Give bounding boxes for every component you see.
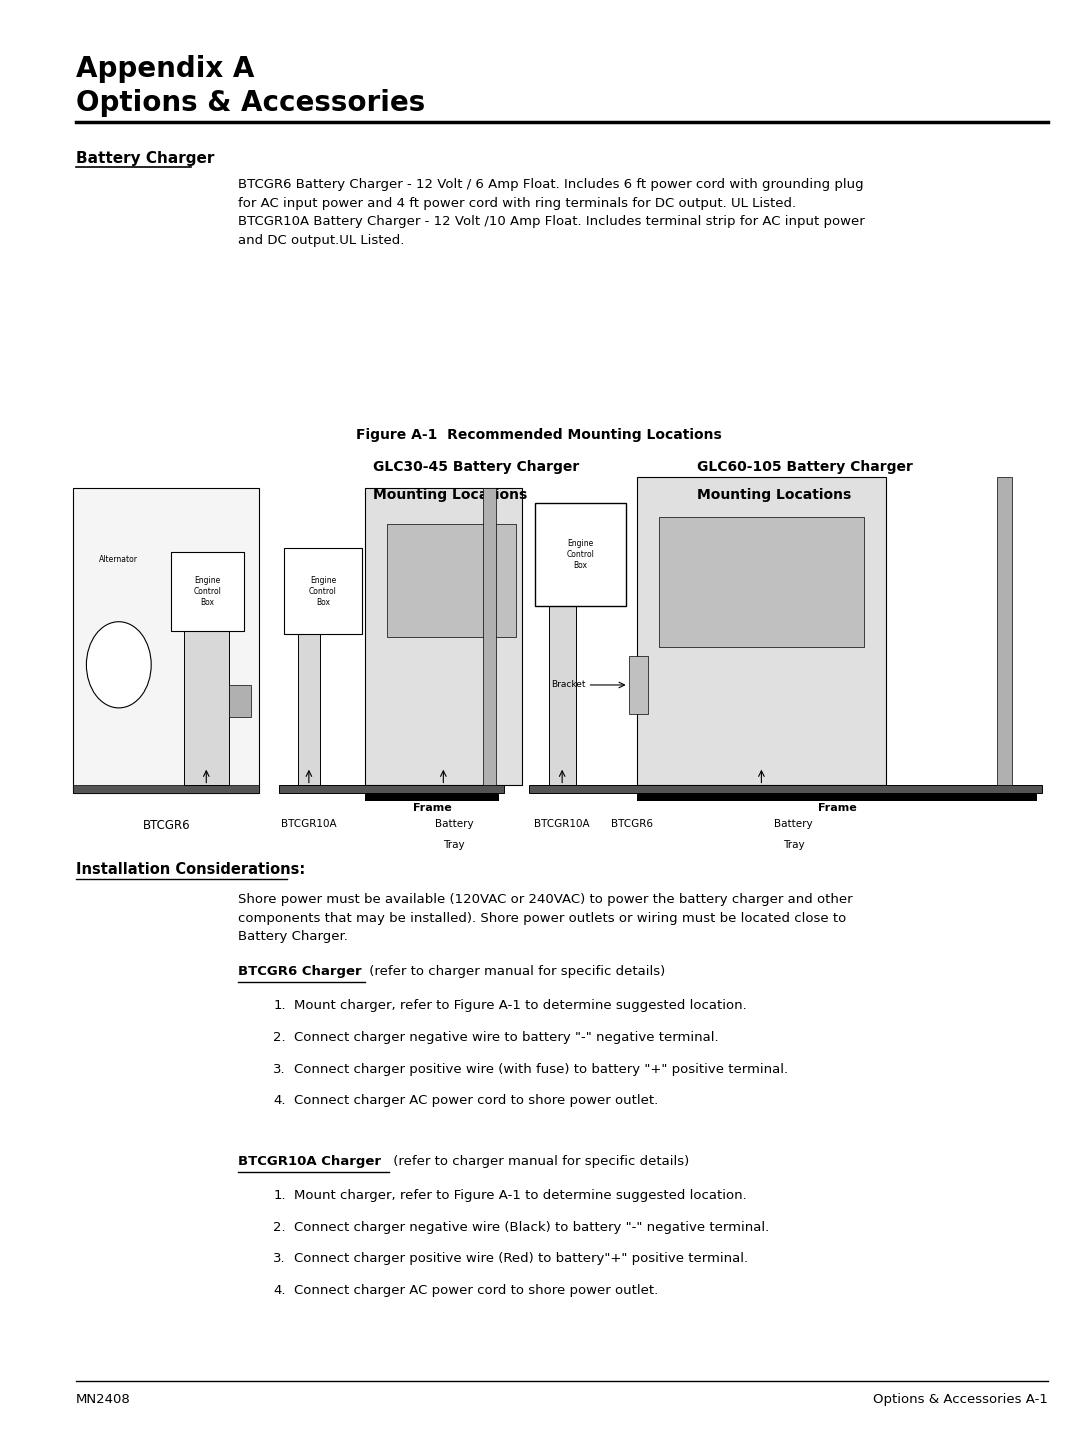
Bar [73,785,259,793]
Bar [387,524,516,638]
Text: Options & Accessories A-1: Options & Accessories A-1 [873,1393,1048,1406]
Bar [659,517,864,646]
Text: 1.: 1. [273,1189,286,1202]
Text: (refer to charger manual for specific details): (refer to charger manual for specific de… [365,965,665,978]
Text: Mounting Locations: Mounting Locations [373,488,527,503]
Text: Tray: Tray [443,840,465,850]
Text: (refer to charger manual for specific details): (refer to charger manual for specific de… [389,1155,689,1167]
Text: Options & Accessories: Options & Accessories [76,89,424,116]
Text: Engine
Control
Box: Engine Control Box [309,576,337,607]
Text: Mount charger, refer to Figure A-1 to determine suggested location.: Mount charger, refer to Figure A-1 to de… [294,999,746,1012]
Bar [171,553,244,632]
Text: BTCGR10A: BTCGR10A [535,819,590,829]
Text: 3.: 3. [273,1252,286,1265]
Bar [637,477,886,785]
Text: Engine
Control
Box: Engine Control Box [567,538,594,570]
Text: 1.: 1. [273,999,286,1012]
Text: Figure A-1  Recommended Mounting Locations: Figure A-1 Recommended Mounting Location… [356,428,723,442]
Bar [279,785,504,793]
Text: Appendix A: Appendix A [76,55,254,82]
Bar [629,656,648,714]
Text: Connect charger AC power cord to shore power outlet.: Connect charger AC power cord to shore p… [294,1284,658,1297]
Text: 3.: 3. [273,1063,286,1076]
Text: Tray: Tray [783,840,805,850]
Text: 4.: 4. [273,1284,286,1297]
Bar [637,793,1037,801]
Text: Shore power must be available (120VAC or 240VAC) to power the battery charger an: Shore power must be available (120VAC or… [238,893,852,943]
Text: Frame: Frame [413,803,451,813]
Text: Frame: Frame [818,803,856,813]
Text: 2.: 2. [273,1031,286,1044]
Bar [483,488,496,785]
Text: Battery Charger: Battery Charger [76,151,214,165]
Text: BTCGR6 Charger: BTCGR6 Charger [238,965,361,978]
Bar [184,632,229,785]
Text: 2.: 2. [273,1221,286,1234]
Text: Connect charger negative wire (Black) to battery "-" negative terminal.: Connect charger negative wire (Black) to… [294,1221,769,1234]
Text: BTCGR6: BTCGR6 [611,819,653,829]
Text: BTCGR10A Charger: BTCGR10A Charger [238,1155,380,1167]
Bar [365,488,522,785]
Text: Connect charger negative wire to battery "-" negative terminal.: Connect charger negative wire to battery… [294,1031,718,1044]
Text: Bracket: Bracket [551,681,585,689]
Circle shape [86,622,151,708]
Text: BTCGR6 Battery Charger - 12 Volt / 6 Amp Float. Includes 6 ft power cord with gr: BTCGR6 Battery Charger - 12 Volt / 6 Amp… [238,178,864,247]
Text: GLC30-45 Battery Charger: GLC30-45 Battery Charger [373,460,579,474]
Bar [535,503,626,606]
Bar [365,793,499,801]
Text: Connect charger positive wire (Red) to battery"+" positive terminal.: Connect charger positive wire (Red) to b… [294,1252,747,1265]
Text: BTCGR6: BTCGR6 [143,819,190,831]
Text: Engine
Control
Box: Engine Control Box [193,576,221,607]
Text: 4.: 4. [273,1094,286,1107]
Bar [284,549,362,635]
Bar [529,785,1042,793]
Text: Mount charger, refer to Figure A-1 to determine suggested location.: Mount charger, refer to Figure A-1 to de… [294,1189,746,1202]
Text: Alternator: Alternator [99,556,138,564]
Text: Connect charger positive wire (with fuse) to battery "+" positive terminal.: Connect charger positive wire (with fuse… [294,1063,788,1076]
Bar [997,477,1012,785]
Bar [298,635,320,785]
Text: Connect charger AC power cord to shore power outlet.: Connect charger AC power cord to shore p… [294,1094,658,1107]
Bar [549,606,576,785]
Text: Mounting Locations: Mounting Locations [697,488,851,503]
Bar [73,488,259,793]
Text: BTCGR10A: BTCGR10A [281,819,337,829]
Text: Installation Considerations:: Installation Considerations: [76,862,305,876]
Text: Battery: Battery [435,819,473,829]
Text: Battery: Battery [774,819,813,829]
Bar [229,685,251,717]
Text: MN2408: MN2408 [76,1393,131,1406]
Text: GLC60-105 Battery Charger: GLC60-105 Battery Charger [697,460,913,474]
